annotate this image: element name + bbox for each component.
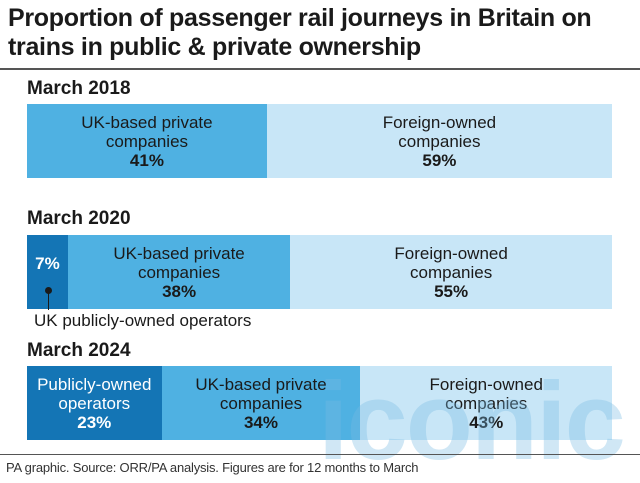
segment-label-line: UK-based private [81, 112, 213, 132]
bar-segment-uk-publicly-owned-operators: 7% [27, 235, 68, 309]
period-label-2018: March 2018 [27, 78, 131, 99]
segment-label-line: companies [398, 131, 481, 151]
bar-segment-foreign-owned-companies: Foreign-owned companies 43% [360, 366, 612, 440]
segment-percent-label: 41% [129, 150, 164, 170]
segment-label-line: Foreign-owned [429, 374, 543, 394]
segment-label-line: companies [219, 393, 303, 413]
bar-segment-uk-based-private-companies: UK-based private companies 34% [161, 366, 361, 440]
annotation-public-operators: UK publicly-owned operators [34, 311, 252, 330]
top-divider [0, 68, 640, 70]
stacked-bar-2020: 7% UK-based private companies 38% Foreign-ow… [27, 235, 612, 309]
bar-segment-foreign-owned-companies: Foreign-owned companies 55% [290, 235, 612, 309]
segment-label-line: Foreign-owned [382, 112, 497, 132]
source-note: PA graphic. Source: ORR/PA analysis. Fig… [6, 460, 419, 475]
bottom-divider [0, 454, 640, 455]
annotation-leader-line [48, 290, 49, 310]
stacked-bar-2018: UK-based private companies 41% Foreign-owne… [27, 104, 612, 178]
segment-percent-label: 7% [35, 253, 60, 273]
chart-title: Proportion of passenger rail journeys in… [8, 4, 592, 61]
segment-percent-label: 55% [434, 281, 469, 301]
period-label-2020: March 2020 [27, 208, 131, 229]
period-label-2024: March 2024 [27, 340, 131, 361]
segment-percent-label: 43% [469, 412, 504, 432]
segment-label-line: Foreign-owned [394, 243, 508, 263]
bar-segment-foreign-owned-companies: Foreign-owned companies 59% [266, 104, 612, 178]
segment-label-line: operators [58, 393, 131, 413]
segment-label-line: Publicly-owned [37, 374, 152, 394]
segment-percent-label: 23% [77, 412, 112, 432]
segment-label-line: companies [410, 262, 493, 282]
segment-percent-label: 38% [162, 281, 197, 301]
segment-label-line: companies [445, 393, 528, 413]
stacked-bar-2024: Publicly-owned operators 23% UK-based priva… [27, 366, 612, 440]
segment-label-line: UK-based private [113, 243, 245, 263]
segment-label-line: companies [105, 131, 189, 151]
segment-label-line: UK-based private [195, 374, 327, 394]
bar-segment-uk-based-private-companies: UK-based private companies 38% [67, 235, 291, 309]
segment-label-line: companies [137, 262, 221, 282]
annotation-dot [45, 287, 52, 294]
bar-segment-uk-based-private-companies: UK-based private companies 41% [27, 104, 267, 178]
bar-segment-publicly-owned-operators: Publicly-owned operators 23% [27, 366, 162, 440]
segment-percent-label: 59% [422, 150, 457, 170]
segment-percent-label: 34% [243, 412, 278, 432]
